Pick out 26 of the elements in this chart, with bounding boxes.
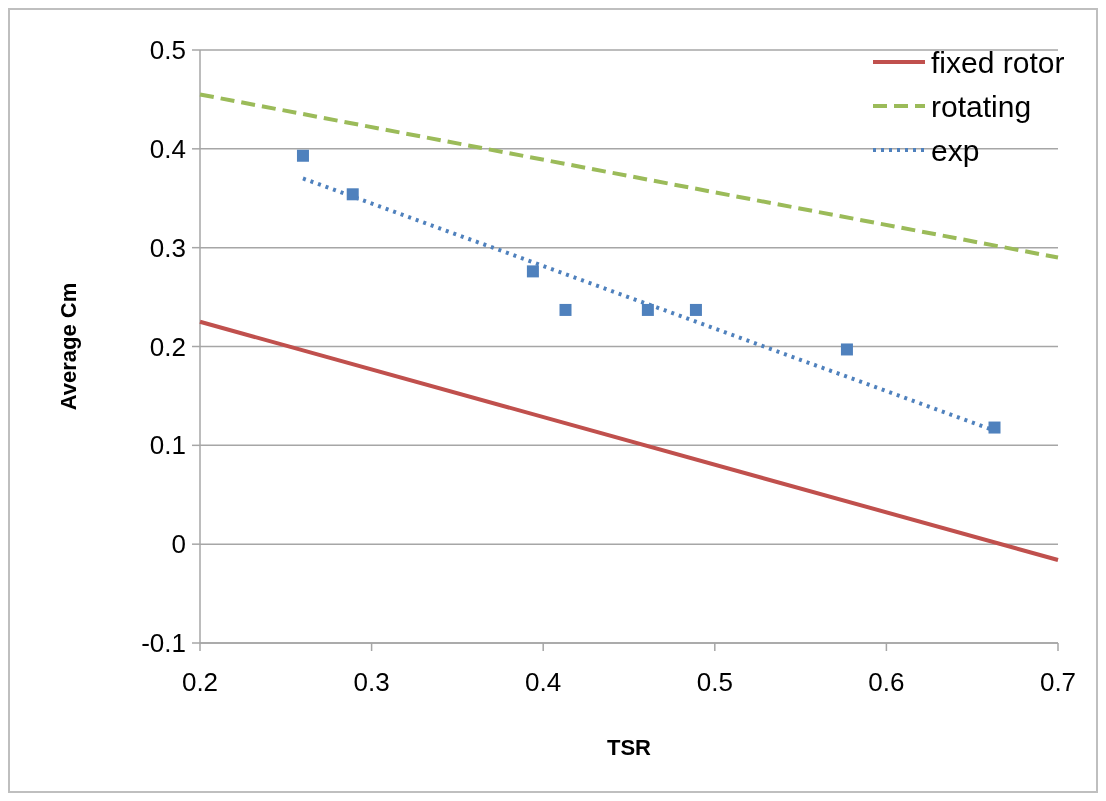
x-tick-label: 0.7 — [1039, 667, 1077, 697]
point — [840, 343, 853, 356]
x-tick-label: 0.3 — [353, 667, 390, 697]
x-axis-title: TSR — [607, 735, 652, 760]
x-tick-label: 0.6 — [868, 667, 905, 697]
y-tick-label: 0.2 — [149, 331, 186, 362]
point — [689, 303, 702, 316]
y-axis-title: Average Cm — [56, 282, 81, 411]
legend-label: rotating — [931, 89, 1032, 123]
x-tick-label: 0.5 — [696, 667, 733, 697]
point — [346, 188, 359, 201]
y-tick-label: 0.3 — [149, 232, 186, 263]
point — [641, 303, 654, 316]
point — [296, 149, 309, 162]
y-tick-label: 0.5 — [149, 35, 186, 66]
point — [559, 303, 572, 316]
y-tick-label: 0.4 — [149, 133, 186, 164]
y-tick-label: 0.1 — [149, 430, 186, 461]
x-tick-label: 0.2 — [181, 667, 219, 697]
point — [526, 265, 539, 278]
legend-label: fixed rotor — [931, 45, 1065, 79]
legend-label: exp — [931, 133, 980, 167]
y-tick-label: -0.1 — [141, 628, 186, 659]
x-tick-label: 0.4 — [525, 667, 562, 697]
point — [988, 421, 1001, 434]
y-tick-label: 0 — [171, 529, 186, 560]
